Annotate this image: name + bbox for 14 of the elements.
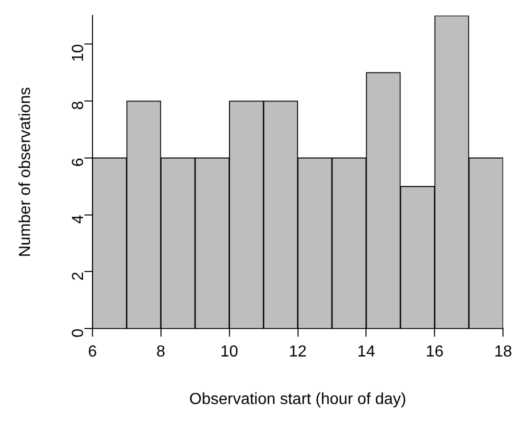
x-tick-label: 14 <box>357 344 376 361</box>
y-axis-title: Number of observations <box>17 87 34 258</box>
y-tick-label: 0 <box>70 328 87 338</box>
x-axis-title: Observation start (hour of day) <box>189 390 406 408</box>
x-tick-label: 16 <box>426 344 444 361</box>
y-tick-label: 10 <box>70 44 87 62</box>
x-tick-label: 10 <box>220 344 238 361</box>
x-tick-label: 18 <box>494 344 512 361</box>
y-tick-label: 6 <box>70 158 87 167</box>
y-tick-label: 8 <box>70 100 87 110</box>
x-tick-label: 12 <box>288 344 307 361</box>
y-tick-label: 4 <box>70 214 87 224</box>
x-tick-label: 8 <box>156 344 166 361</box>
y-tick-label: 2 <box>70 272 87 281</box>
